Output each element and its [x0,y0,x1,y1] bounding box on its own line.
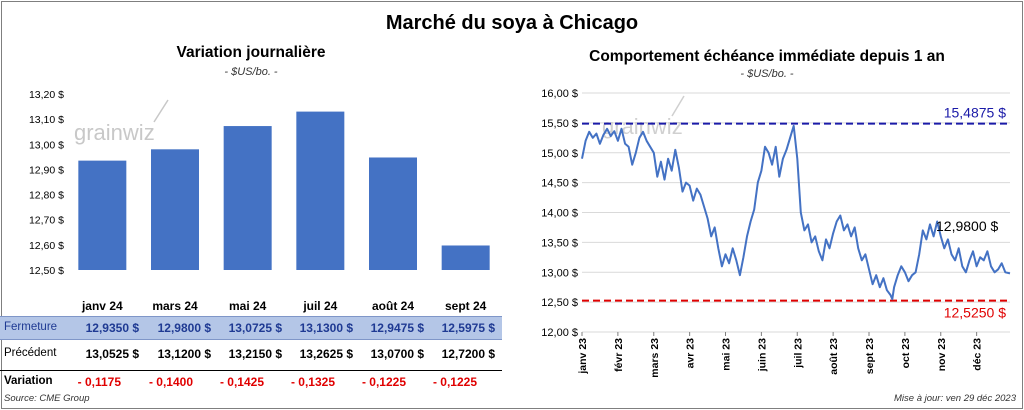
line-chart: 12,00 $ 12,50 $ 13,00 $ 13,50 $ 14,00 $ 14,50… [541,88,1011,378]
y-tick-label: 12,60 $ [29,240,64,252]
table-cell: 12,7200 $ [441,347,495,361]
table-cell: 12,9350 $ [85,321,139,335]
y-tick-label: 12,80 $ [29,190,64,202]
table-cell: - 0,1325 [290,375,335,389]
y-tick-label: 13,10 $ [29,114,64,126]
bar-chart-title: Variation journalière [176,44,326,61]
x-tick-label: mai 23 [721,338,733,371]
x-tick-label: mars 24 [152,299,198,313]
x-tick-label: août 23 [828,338,840,375]
series-line [581,124,1011,301]
table-cell: - 0,1225 [361,375,406,389]
row-label-variation: Variation [4,375,53,387]
table-cell: 13,0725 $ [228,321,282,335]
y-tick-label: 13,00 $ [541,267,578,279]
table-row-variation: Variation - 0,1175 - 0,1400 - 0,1425 - 0… [0,370,502,393]
y-tick-label: 12,90 $ [29,164,64,176]
x-tick-label: avr 23 [685,338,697,369]
y-tick-label: 13,50 $ [541,237,578,249]
bar [78,160,127,270]
table-row-close: Fermeture 12,9350 $ 12,9800 $ 13,0725 $ … [0,316,502,340]
high-value-label: 15,4875 $ [944,105,1006,121]
bar-chart-unit: - $US/bo. - [224,66,278,78]
table-cell: 13,0525 $ [85,347,139,361]
low-value-label: 12,5250 $ [944,305,1006,321]
table-cell: 13,2150 $ [228,347,282,361]
x-tick-label: mars 23 [649,338,661,378]
line-chart-title: Comportement échéance immédiate depuis 1… [589,48,945,65]
line-chart-unit: - $US/bo. - [740,68,794,80]
bar [441,245,490,270]
x-tick-label: juil 23 [792,338,804,369]
x-tick-label: mai 24 [229,299,267,313]
table-cell: 13,1300 $ [299,321,353,335]
table-cell: 13,0700 $ [370,347,424,361]
row-label-previous: Précédent [4,347,57,359]
watermark-stroke [153,99,169,123]
y-tick-label: 12,50 $ [29,265,64,277]
y-tick-label: 14,00 $ [541,208,578,220]
bar [151,149,199,270]
x-tick-label: févr 23 [613,338,625,372]
table-cell: 12,9475 $ [370,321,424,335]
y-tick-label: 12,70 $ [29,215,64,227]
y-tick-label: 12,50 $ [541,297,578,309]
watermark-text: grainwiz [602,114,683,139]
x-tick-label: juin 23 [756,338,768,372]
table-cell: - 0,1175 [77,375,121,389]
last-value-label: 12,9800 $ [936,218,998,234]
x-tick-label: janv 24 [81,299,123,313]
x-tick-label: janv 23 [577,338,589,375]
x-tick-label: juil 24 [302,299,337,313]
table-cell: 12,5975 $ [441,321,495,335]
y-tick-label: 13,20 $ [29,89,64,101]
y-tick-label: 14,50 $ [541,178,578,190]
table-cell: 12,9800 $ [157,321,211,335]
y-tick-label: 13,00 $ [29,139,64,151]
y-tick-label: 15,00 $ [541,148,578,160]
watermark-text: grainwiz [74,120,155,145]
bar [296,111,345,270]
table-cell: - 0,1225 [432,375,477,389]
table-cell: - 0,1425 [219,375,264,389]
watermark-stroke [671,95,685,117]
bar [223,126,272,270]
footer-source: Source: CME Group [4,393,90,404]
x-tick-label: sept 24 [445,299,487,313]
table-cell: 13,2625 $ [299,347,353,361]
x-tick-label: août 24 [372,299,414,313]
y-tick-label: 12,00 $ [541,327,578,339]
table-cell: 13,1200 $ [157,347,211,361]
table-cell: - 0,1400 [148,375,193,389]
row-label-close: Fermeture [4,321,58,333]
y-tick-label: 15,50 $ [541,118,578,130]
y-tick-label: 16,00 $ [541,88,578,100]
x-tick-label: nov 23 [936,338,948,371]
bar [369,157,417,270]
x-tick-label: déc 23 [972,338,984,371]
table-row-previous: Précédent 13,0525 $ 13,1200 $ 13,2150 $ … [0,343,502,365]
footer-update: Mise à jour: ven 29 déc 2023 [894,393,1016,404]
x-tick-label: oct 23 [900,338,912,369]
x-tick-label: sept 23 [864,338,876,374]
page-title: Marché du soya à Chicago [385,12,639,34]
bar-chart: 12,50 $ 12,60 $ 12,70 $ 12,80 $ 12,90 $ 13,00… [29,89,490,313]
